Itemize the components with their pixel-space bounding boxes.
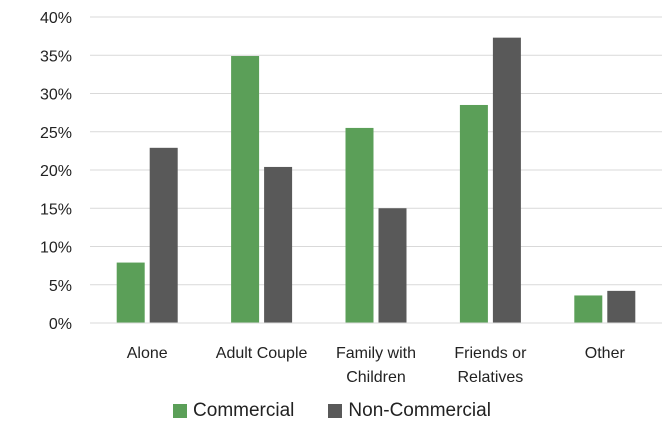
bar-non-commercial-friends-or-relatives xyxy=(492,37,521,323)
legend-label-non-commercial: Non-Commercial xyxy=(348,400,491,421)
bar-commercial-alone xyxy=(116,262,145,323)
gridlines xyxy=(90,16,662,286)
legend: Commercial Non-Commercial xyxy=(0,400,664,422)
y-tick-label: 15% xyxy=(40,201,72,218)
category-label: Adult Couple xyxy=(216,345,308,362)
category-label: Family with xyxy=(336,345,416,362)
y-tick-label: 10% xyxy=(40,240,72,257)
bar-commercial-family-with-children xyxy=(345,127,374,323)
bar-chart: 0% 5% 10% 15% 20% 25% 30% 35% 40% Alone Adult Cou… xyxy=(40,10,662,386)
y-tick-label: 5% xyxy=(49,278,72,295)
legend-item-commercial: Commercial xyxy=(173,400,294,422)
bars xyxy=(116,37,636,323)
category-label: Children xyxy=(346,369,406,386)
bar-non-commercial-family-with-children xyxy=(378,208,407,323)
bar-commercial-adult-couple xyxy=(231,56,260,323)
legend-swatch-commercial xyxy=(173,404,188,418)
y-tick-label: 30% xyxy=(40,87,72,104)
bar-non-commercial-alone xyxy=(149,147,178,323)
legend-item-non-commercial: Non-Commercial xyxy=(328,400,491,422)
y-tick-label: 35% xyxy=(40,48,72,65)
legend-label-commercial: Commercial xyxy=(193,400,295,421)
bar-commercial-other xyxy=(574,295,603,323)
category-label: Relatives xyxy=(457,369,523,386)
category-labels: Alone Adult Couple Family with Children Frie… xyxy=(127,345,626,386)
legend-swatch-non-commercial xyxy=(328,404,343,418)
y-tick-label: 20% xyxy=(40,163,72,180)
y-tick-label: 25% xyxy=(40,125,72,142)
y-tick-label: 40% xyxy=(40,10,72,27)
y-tick-label: 0% xyxy=(49,316,72,333)
bar-commercial-friends-or-relatives xyxy=(459,104,488,323)
y-axis-tick-labels: 0% 5% 10% 15% 20% 25% 30% 35% 40% xyxy=(40,10,72,333)
category-label: Alone xyxy=(127,345,168,362)
category-label: Friends or xyxy=(454,345,527,362)
category-label: Other xyxy=(585,345,626,362)
bar-non-commercial-other xyxy=(607,290,636,323)
bar-non-commercial-adult-couple xyxy=(264,166,293,323)
